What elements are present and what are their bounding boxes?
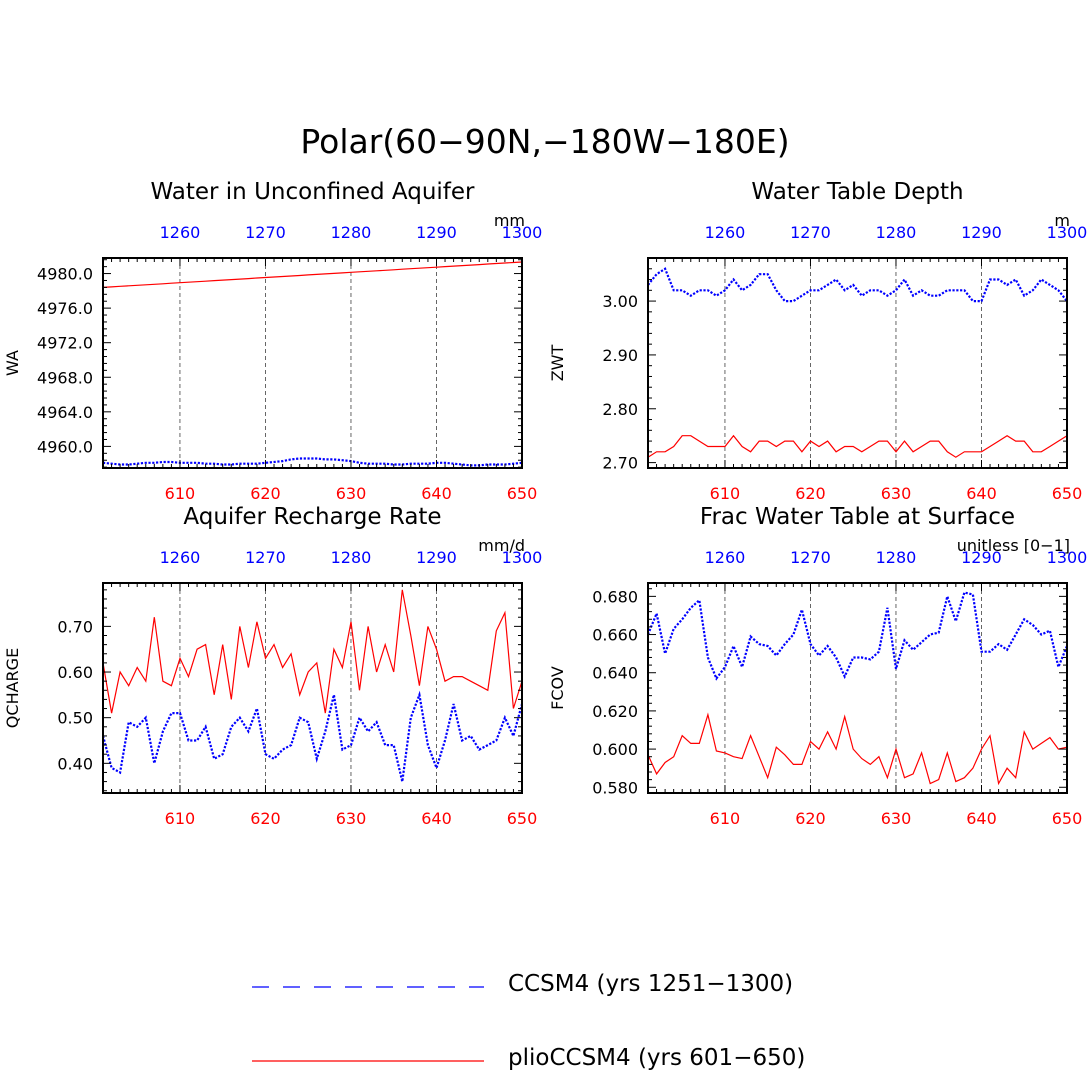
x-top-tick-label: 1300	[502, 223, 543, 242]
y-axis-label: FCOV	[548, 666, 567, 710]
y-tick-label: 4964.0	[37, 403, 93, 422]
units-label: mm/d	[478, 536, 525, 555]
y-tick-label: 0.580	[592, 778, 638, 797]
legend-label-plio: plioCCSM4 (yrs 601−650)	[508, 1045, 806, 1071]
x-bottom-tick-label: 610	[165, 809, 196, 828]
units-label: m	[1054, 211, 1070, 230]
x-bottom-tick-label: 620	[250, 809, 281, 828]
series-ccsm4-line	[101, 690, 524, 782]
x-top-tick-label: 1300	[1047, 548, 1088, 567]
y-tick-label: 0.680	[592, 587, 638, 606]
series-plio-line	[647, 434, 1068, 458]
chart-title: Water in Unconfined Aquifer	[150, 179, 475, 205]
x-top-tick-label: 1300	[1047, 223, 1088, 242]
x-top-tick-label: 1290	[416, 548, 457, 567]
y-tick-label: 0.640	[592, 664, 638, 683]
y-tick-label: 2.70	[602, 454, 638, 473]
x-bottom-tick-label: 620	[250, 484, 281, 503]
x-top-tick-label: 1280	[331, 223, 372, 242]
y-axis-label: ZWT	[548, 345, 567, 382]
x-bottom-tick-label: 640	[966, 809, 997, 828]
x-bottom-tick-label: 610	[710, 809, 741, 828]
x-bottom-tick-label: 640	[421, 484, 452, 503]
x-bottom-tick-label: 630	[881, 809, 912, 828]
series-ccsm4-line	[647, 267, 1068, 303]
x-bottom-tick-label: 650	[507, 809, 538, 828]
x-bottom-tick-label: 650	[507, 484, 538, 503]
chart-panel-4: Frac Water Table at Surface unitless [0−1…	[548, 504, 1087, 828]
x-top-tick-label: 1280	[876, 548, 917, 567]
chart-panel-2: Water Table Depth m ZWT 610 620 630 640 650 1260…	[548, 179, 1087, 503]
y-tick-label: 0.50	[57, 709, 93, 728]
y-tick-label: 4968.0	[37, 368, 93, 387]
y-tick-label: 0.60	[57, 663, 93, 682]
x-bottom-tick-label: 620	[795, 809, 826, 828]
plot-frame	[647, 257, 1068, 469]
x-top-tick-label: 1290	[961, 548, 1002, 567]
x-top-tick-label: 1260	[705, 548, 746, 567]
x-top-tick-label: 1270	[790, 223, 831, 242]
y-axis-label: WA	[3, 350, 22, 376]
series-ccsm4-line	[102, 457, 523, 467]
x-bottom-tick-label: 640	[966, 484, 997, 503]
y-tick-label: 0.660	[592, 626, 638, 645]
chart-panel-3: Aquifer Recharge Rate mm/d QCHARGE 610 620 63…	[3, 504, 542, 828]
chart-title: Aquifer Recharge Rate	[183, 504, 441, 530]
series-plio-line	[102, 261, 523, 288]
y-tick-label: 2.80	[602, 400, 638, 419]
x-bottom-tick-label: 630	[336, 484, 367, 503]
y-tick-label: 0.40	[57, 754, 93, 773]
x-bottom-tick-label: 650	[1052, 809, 1083, 828]
series-plio-line	[647, 712, 1068, 786]
chart-panel-1: Water in Unconfined Aquifer mm WA 610 620 630…	[3, 179, 542, 503]
x-top-tick-label: 1260	[160, 548, 201, 567]
y-tick-label: 4972.0	[37, 334, 93, 353]
y-tick-label: 4980.0	[37, 265, 93, 284]
y-tick-label: 0.620	[592, 702, 638, 721]
legend-label-ccsm4: CCSM4 (yrs 1251−1300)	[508, 971, 794, 997]
x-bottom-tick-label: 640	[421, 809, 452, 828]
x-top-tick-label: 1300	[502, 548, 543, 567]
y-tick-label: 0.70	[57, 617, 93, 636]
series-ccsm4-line	[646, 591, 1069, 681]
y-axis-label: QCHARGE	[3, 648, 22, 728]
series-plio-line	[102, 589, 523, 714]
y-tick-label: 0.600	[592, 740, 638, 759]
x-bottom-tick-label: 650	[1052, 484, 1083, 503]
x-top-tick-label: 1260	[705, 223, 746, 242]
main-title: Polar(60−90N,−180W−180E)	[300, 122, 790, 161]
x-bottom-tick-label: 620	[795, 484, 826, 503]
x-bottom-tick-label: 630	[336, 809, 367, 828]
x-top-tick-label: 1280	[876, 223, 917, 242]
x-top-tick-label: 1260	[160, 223, 201, 242]
y-tick-label: 2.90	[602, 346, 638, 365]
y-tick-label: 4960.0	[37, 437, 93, 456]
x-top-tick-label: 1270	[245, 548, 286, 567]
units-label: unitless [0−1]	[957, 536, 1070, 555]
x-top-tick-label: 1290	[961, 223, 1002, 242]
x-bottom-tick-label: 610	[710, 484, 741, 503]
x-bottom-tick-label: 630	[881, 484, 912, 503]
x-top-tick-label: 1280	[331, 548, 372, 567]
plot-frame	[102, 257, 523, 469]
y-tick-label: 3.00	[602, 292, 638, 311]
plot-frame	[647, 582, 1068, 794]
x-top-tick-label: 1270	[790, 548, 831, 567]
x-top-tick-label: 1290	[416, 223, 457, 242]
units-label: mm	[494, 211, 525, 230]
chart-title: Frac Water Table at Surface	[700, 504, 1015, 530]
chart-title: Water Table Depth	[751, 179, 963, 205]
plot-frame	[102, 582, 523, 794]
x-bottom-tick-label: 610	[165, 484, 196, 503]
x-top-tick-label: 1270	[245, 223, 286, 242]
y-tick-label: 4976.0	[37, 299, 93, 318]
